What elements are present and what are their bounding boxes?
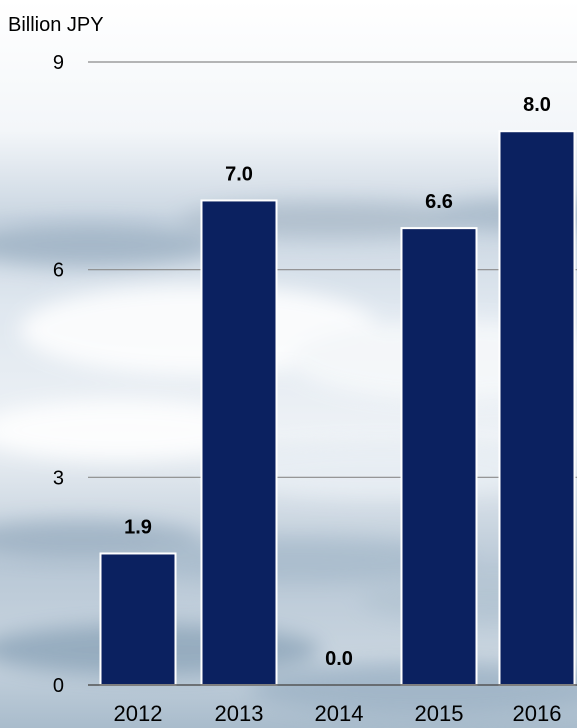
- x-tick-label-2015: 2015: [415, 701, 464, 726]
- bar-2015: [400, 227, 478, 686]
- value-labels: 1.9 7.0 0.0 6.6 8.0: [124, 94, 551, 670]
- x-tick-label-2012: 2012: [114, 701, 163, 726]
- y-tick-label: 9: [53, 52, 64, 74]
- y-tick-labels: 0 3 6 9: [53, 52, 64, 697]
- y-tick-label: 6: [53, 260, 64, 282]
- y-tick-label: 3: [53, 467, 64, 489]
- y-axis-label: Billion JPY: [8, 14, 104, 36]
- bar-2012: [99, 552, 177, 686]
- bar-2013: [200, 199, 278, 686]
- gridlines: [88, 61, 577, 478]
- value-label-2016: 8.0: [523, 94, 551, 116]
- x-tick-label-2016: 2016: [513, 701, 562, 726]
- x-tick-labels: 2012 2013 2014 2015 2016: [114, 701, 562, 726]
- value-label-2012: 1.9: [124, 516, 152, 538]
- value-label-2015: 6.6: [425, 191, 453, 213]
- x-tick-label-2013: 2013: [215, 701, 264, 726]
- y-tick-label: 0: [53, 675, 64, 697]
- value-label-2013: 7.0: [225, 163, 253, 185]
- value-label-2014: 0.0: [325, 648, 353, 670]
- bar-2016: [498, 130, 576, 686]
- x-tick-label-2014: 2014: [315, 701, 364, 726]
